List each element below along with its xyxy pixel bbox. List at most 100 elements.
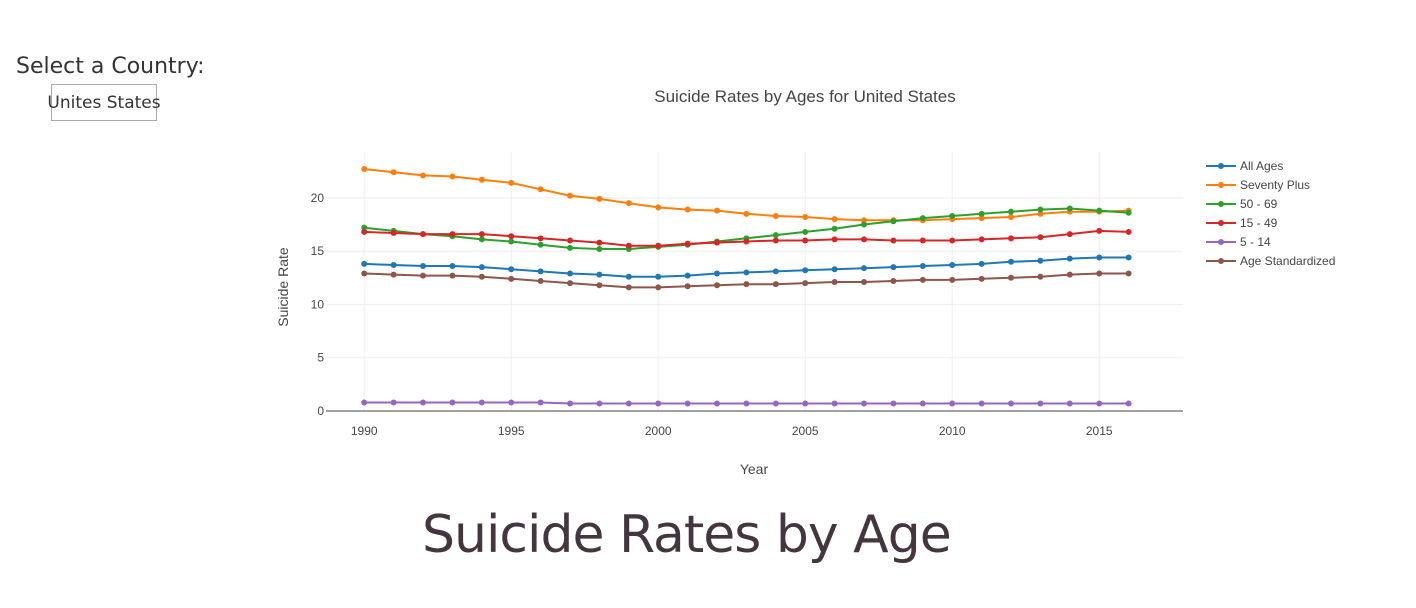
- data-point: [831, 225, 838, 232]
- legend-marker: [1218, 239, 1224, 245]
- data-point: [772, 400, 779, 407]
- y-axis-label: Suicide Rate: [275, 247, 291, 327]
- data-point: [949, 237, 956, 244]
- data-point: [743, 210, 750, 217]
- data-point: [919, 215, 926, 222]
- data-point: [890, 277, 897, 284]
- data-point: [684, 283, 691, 290]
- data-point: [1037, 257, 1044, 264]
- data-point: [449, 272, 456, 279]
- data-point: [831, 279, 838, 286]
- data-point: [1037, 234, 1044, 241]
- legend-label: All Ages: [1240, 159, 1283, 173]
- data-point: [449, 231, 456, 238]
- data-point: [361, 399, 368, 406]
- data-point: [978, 215, 985, 222]
- x-tick-label: 2015: [1086, 424, 1113, 438]
- legend-marker: [1218, 201, 1224, 207]
- data-point: [478, 273, 485, 280]
- data-point: [537, 241, 544, 248]
- data-point: [361, 270, 368, 277]
- data-point: [625, 400, 632, 407]
- data-point: [861, 217, 868, 224]
- data-point: [596, 195, 603, 202]
- data-point: [714, 239, 721, 246]
- data-point: [655, 242, 662, 249]
- data-point: [684, 240, 691, 247]
- data-point: [625, 200, 632, 207]
- data-point: [802, 214, 809, 221]
- data-point: [861, 265, 868, 272]
- data-point: [949, 276, 956, 283]
- data-point: [449, 263, 456, 270]
- data-point: [390, 271, 397, 278]
- data-point: [1096, 254, 1103, 261]
- legend-marker: [1218, 220, 1224, 226]
- data-point: [919, 237, 926, 244]
- x-tick-label: 2000: [645, 424, 672, 438]
- data-point: [978, 260, 985, 267]
- data-point: [390, 399, 397, 406]
- data-point: [596, 239, 603, 246]
- data-point: [1125, 400, 1132, 407]
- data-point: [508, 238, 515, 245]
- data-point: [1037, 273, 1044, 280]
- data-point: [1125, 270, 1132, 277]
- data-point: [1125, 254, 1132, 261]
- data-point: [537, 399, 544, 406]
- data-point: [537, 235, 544, 242]
- y-tick-label: 5: [317, 351, 324, 365]
- data-point: [890, 237, 897, 244]
- x-tick-label: 1990: [351, 424, 378, 438]
- data-point: [772, 232, 779, 239]
- data-point: [420, 172, 427, 179]
- country-dropdown[interactable]: Unites States: [47, 84, 161, 121]
- data-point: [831, 400, 838, 407]
- data-point: [420, 399, 427, 406]
- data-point: [420, 263, 427, 270]
- suicide-rates-chart: 1990 1995 2000 2005 2010 2015 0 5 10 15 20 Suicide …: [275, 87, 1335, 477]
- data-point: [390, 169, 397, 176]
- data-point: [596, 282, 603, 289]
- data-point: [743, 238, 750, 245]
- data-point: [361, 224, 368, 231]
- data-point: [567, 280, 574, 287]
- data-point: [772, 212, 779, 219]
- data-point: [1008, 235, 1015, 242]
- y-tick-label: 0: [317, 404, 324, 418]
- legend-marker: [1218, 182, 1224, 188]
- data-point: [478, 231, 485, 238]
- data-point: [743, 269, 750, 276]
- data-point: [919, 400, 926, 407]
- legend-label: Age Standardized: [1240, 254, 1335, 268]
- data-point: [478, 236, 485, 243]
- data-point: [772, 281, 779, 288]
- y-tick-label: 10: [311, 297, 325, 311]
- data-point: [596, 245, 603, 252]
- data-point: [743, 400, 750, 407]
- data-point: [567, 244, 574, 251]
- data-point: [831, 266, 838, 273]
- data-point: [802, 237, 809, 244]
- data-point: [655, 400, 662, 407]
- data-point: [390, 261, 397, 268]
- x-tick-label: 1995: [498, 424, 525, 438]
- data-point: [978, 275, 985, 282]
- data-point: [390, 230, 397, 237]
- data-point: [890, 264, 897, 271]
- data-point: [1008, 258, 1015, 265]
- data-point: [625, 242, 632, 249]
- data-point: [567, 400, 574, 407]
- data-point: [949, 261, 956, 268]
- data-point: [1125, 228, 1132, 235]
- data-point: [802, 280, 809, 287]
- data-point: [978, 210, 985, 217]
- data-point: [1008, 274, 1015, 281]
- data-point: [714, 207, 721, 214]
- data-point: [1037, 210, 1044, 217]
- data-point: [861, 221, 868, 228]
- data-point: [978, 400, 985, 407]
- data-point: [802, 400, 809, 407]
- data-point: [478, 399, 485, 406]
- data-point: [1096, 207, 1103, 214]
